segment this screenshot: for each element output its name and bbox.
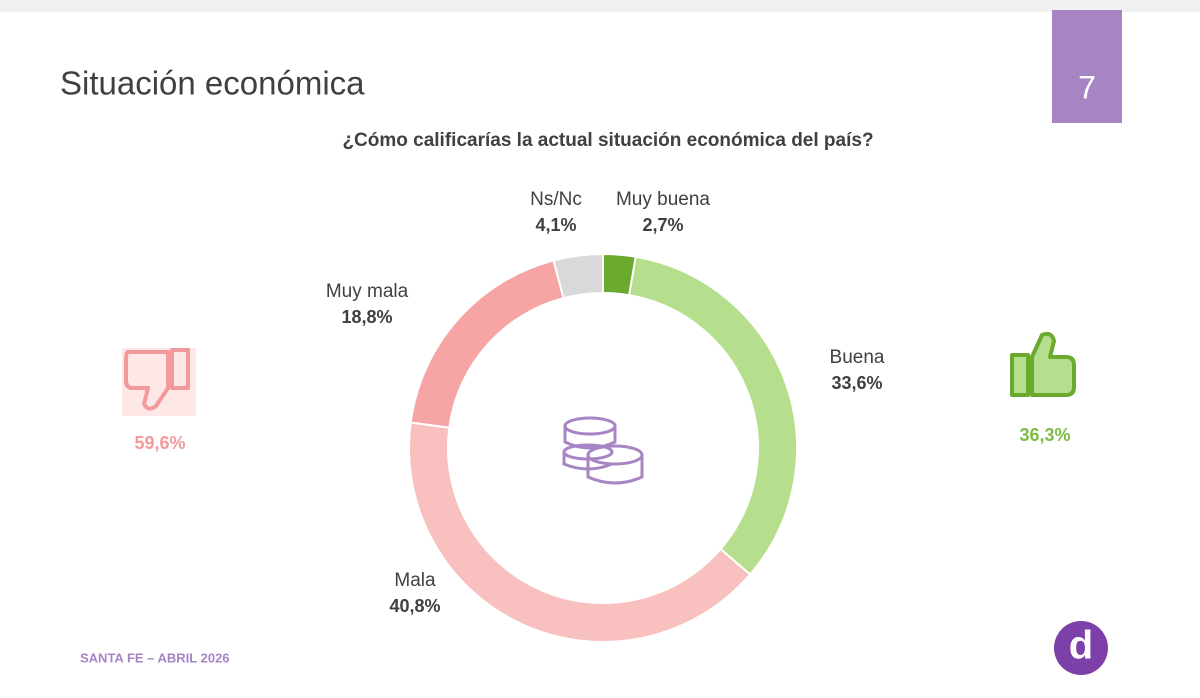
donut-slice	[552, 252, 604, 300]
slice-value-label: 2,7%	[642, 215, 683, 235]
slice-label: Ns/Nc	[530, 189, 582, 210]
slice-value-label: 33,6%	[831, 373, 882, 393]
logo: d	[1069, 624, 1093, 668]
logo-circle	[1054, 621, 1108, 675]
positive-total: 36,3%	[1019, 425, 1070, 445]
slice-value-label: 40,8%	[389, 596, 440, 616]
slice-label: Buena	[830, 347, 885, 368]
slice-label: Muy buena	[616, 189, 710, 210]
top-strip	[0, 0, 1200, 12]
negative-total: 59,6%	[134, 433, 185, 453]
slice-value-label: 18,8%	[341, 307, 392, 327]
coins-icon	[562, 416, 644, 485]
slide-title: Situación económica	[60, 65, 365, 102]
page-number-box	[1052, 10, 1122, 123]
slice-value-label: 4,1%	[535, 215, 576, 235]
question: ¿Cómo calificarías la actual situación e…	[342, 130, 873, 151]
slice-label: Mala	[394, 570, 436, 591]
thumbs-up-icon	[1010, 331, 1076, 397]
thumbs-down-icon	[122, 348, 196, 416]
slice-label: Muy mala	[326, 281, 409, 302]
page-number: 7	[1078, 69, 1096, 105]
footer: SANTA FE – ABRIL 2026	[80, 650, 230, 665]
